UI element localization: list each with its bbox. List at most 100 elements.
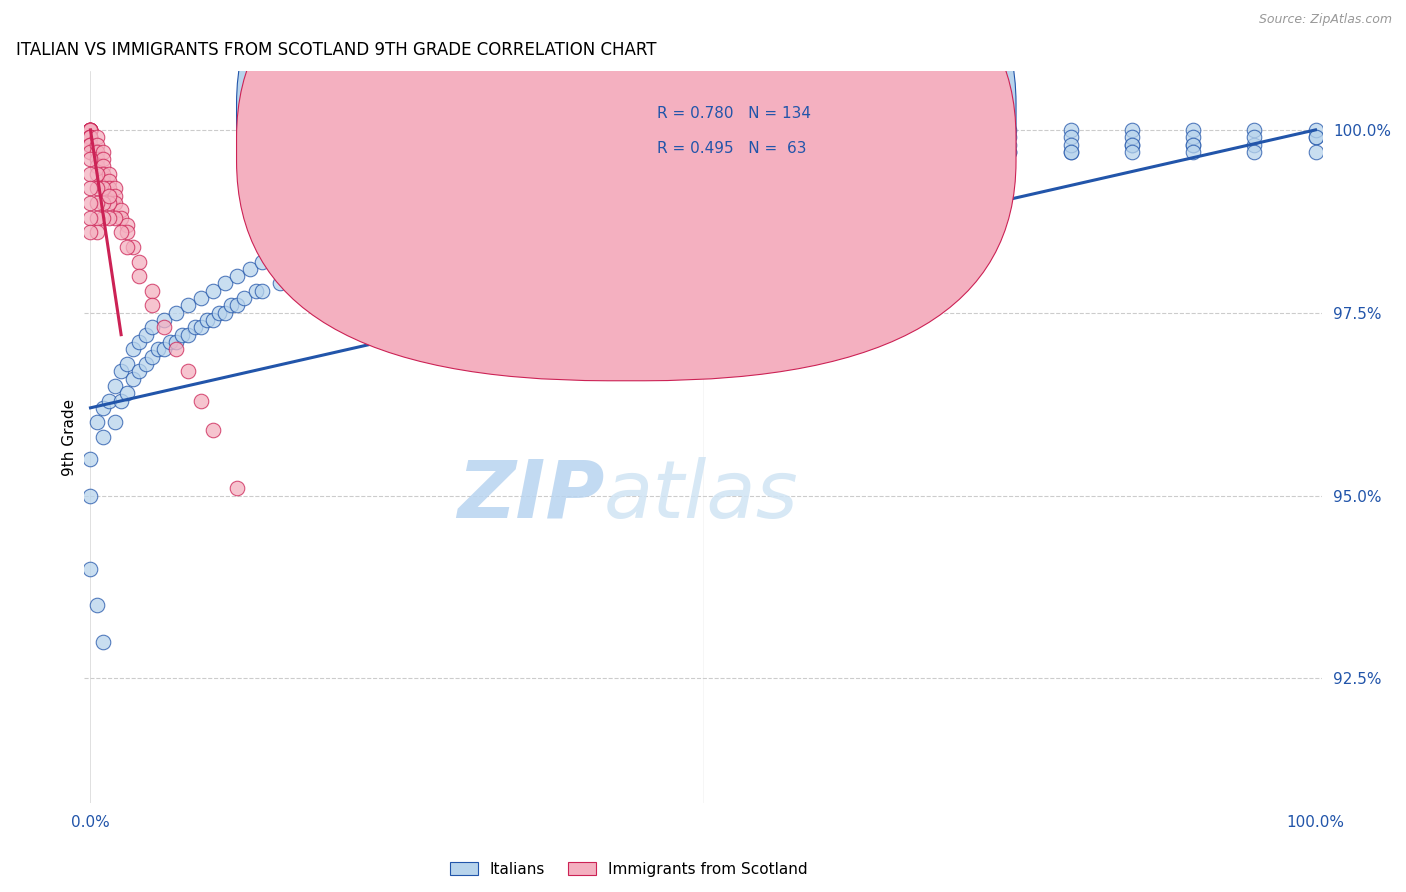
- Point: [91, 152, 114, 166]
- Point: [110, 225, 132, 239]
- Point: [91, 430, 114, 444]
- Point: [79, 130, 101, 145]
- Point: [79, 130, 101, 145]
- Point: [1243, 123, 1265, 137]
- Point: [97, 211, 120, 225]
- Point: [165, 306, 187, 320]
- Point: [79, 167, 101, 181]
- Point: [104, 196, 127, 211]
- Point: [79, 123, 101, 137]
- Point: [281, 269, 304, 284]
- Point: [128, 269, 150, 284]
- Text: ZIP: ZIP: [457, 457, 605, 534]
- Point: [128, 334, 150, 349]
- Point: [814, 145, 837, 159]
- Point: [1243, 137, 1265, 152]
- Point: [1121, 137, 1143, 152]
- Text: R = 0.495   N =  63: R = 0.495 N = 63: [657, 141, 807, 156]
- Text: ITALIAN VS IMMIGRANTS FROM SCOTLAND 9TH GRADE CORRELATION CHART: ITALIAN VS IMMIGRANTS FROM SCOTLAND 9TH …: [17, 41, 657, 59]
- Point: [814, 123, 837, 137]
- Point: [325, 240, 347, 254]
- Point: [998, 123, 1021, 137]
- Point: [1305, 130, 1327, 145]
- Point: [97, 181, 120, 195]
- Point: [91, 181, 114, 195]
- Point: [141, 298, 163, 312]
- Point: [250, 254, 273, 268]
- Point: [91, 174, 114, 188]
- Text: Source: ZipAtlas.com: Source: ZipAtlas.com: [1258, 13, 1392, 27]
- Point: [226, 269, 249, 284]
- Point: [814, 130, 837, 145]
- Point: [1182, 130, 1205, 145]
- Point: [349, 225, 371, 239]
- Point: [1059, 123, 1081, 137]
- Point: [79, 489, 101, 503]
- Point: [122, 343, 145, 357]
- Point: [104, 416, 127, 430]
- Point: [1121, 130, 1143, 145]
- Point: [373, 211, 395, 225]
- Point: [104, 211, 127, 225]
- Point: [86, 196, 108, 211]
- Point: [287, 233, 309, 247]
- Point: [86, 225, 108, 239]
- Point: [876, 145, 898, 159]
- Point: [484, 181, 506, 195]
- Point: [79, 123, 101, 137]
- Point: [159, 334, 181, 349]
- Point: [876, 123, 898, 137]
- Point: [269, 277, 291, 291]
- Point: [91, 211, 114, 225]
- Point: [1059, 145, 1081, 159]
- Point: [91, 167, 114, 181]
- Point: [79, 123, 101, 137]
- Point: [434, 188, 457, 202]
- Point: [122, 371, 145, 385]
- Point: [668, 160, 690, 174]
- Point: [110, 364, 132, 378]
- Point: [79, 123, 101, 137]
- Point: [165, 343, 187, 357]
- Point: [214, 277, 236, 291]
- Point: [385, 269, 408, 284]
- Point: [1182, 145, 1205, 159]
- Point: [165, 334, 187, 349]
- Point: [91, 160, 114, 174]
- Point: [226, 481, 249, 495]
- Point: [97, 196, 120, 211]
- Point: [569, 167, 592, 181]
- Point: [79, 123, 101, 137]
- Point: [998, 145, 1021, 159]
- Point: [692, 160, 714, 174]
- Point: [508, 254, 530, 268]
- Point: [79, 225, 101, 239]
- Point: [754, 130, 776, 145]
- Point: [1121, 145, 1143, 159]
- Point: [936, 137, 959, 152]
- Point: [79, 145, 101, 159]
- Point: [86, 152, 108, 166]
- Point: [79, 211, 101, 225]
- FancyBboxPatch shape: [592, 90, 870, 181]
- Point: [177, 327, 200, 342]
- Point: [1059, 137, 1081, 152]
- Point: [79, 123, 101, 137]
- Point: [115, 218, 138, 232]
- Point: [128, 254, 150, 268]
- Point: [508, 174, 530, 188]
- Point: [79, 562, 101, 576]
- Point: [569, 247, 592, 261]
- Point: [141, 284, 163, 298]
- Point: [110, 211, 132, 225]
- Point: [1243, 145, 1265, 159]
- Point: [221, 298, 243, 312]
- Legend: Italians, Immigrants from Scotland: Italians, Immigrants from Scotland: [444, 855, 814, 883]
- Point: [86, 416, 108, 430]
- Point: [606, 167, 628, 181]
- Point: [79, 123, 101, 137]
- Point: [1305, 123, 1327, 137]
- Point: [336, 233, 359, 247]
- Point: [1121, 123, 1143, 137]
- Point: [195, 313, 218, 327]
